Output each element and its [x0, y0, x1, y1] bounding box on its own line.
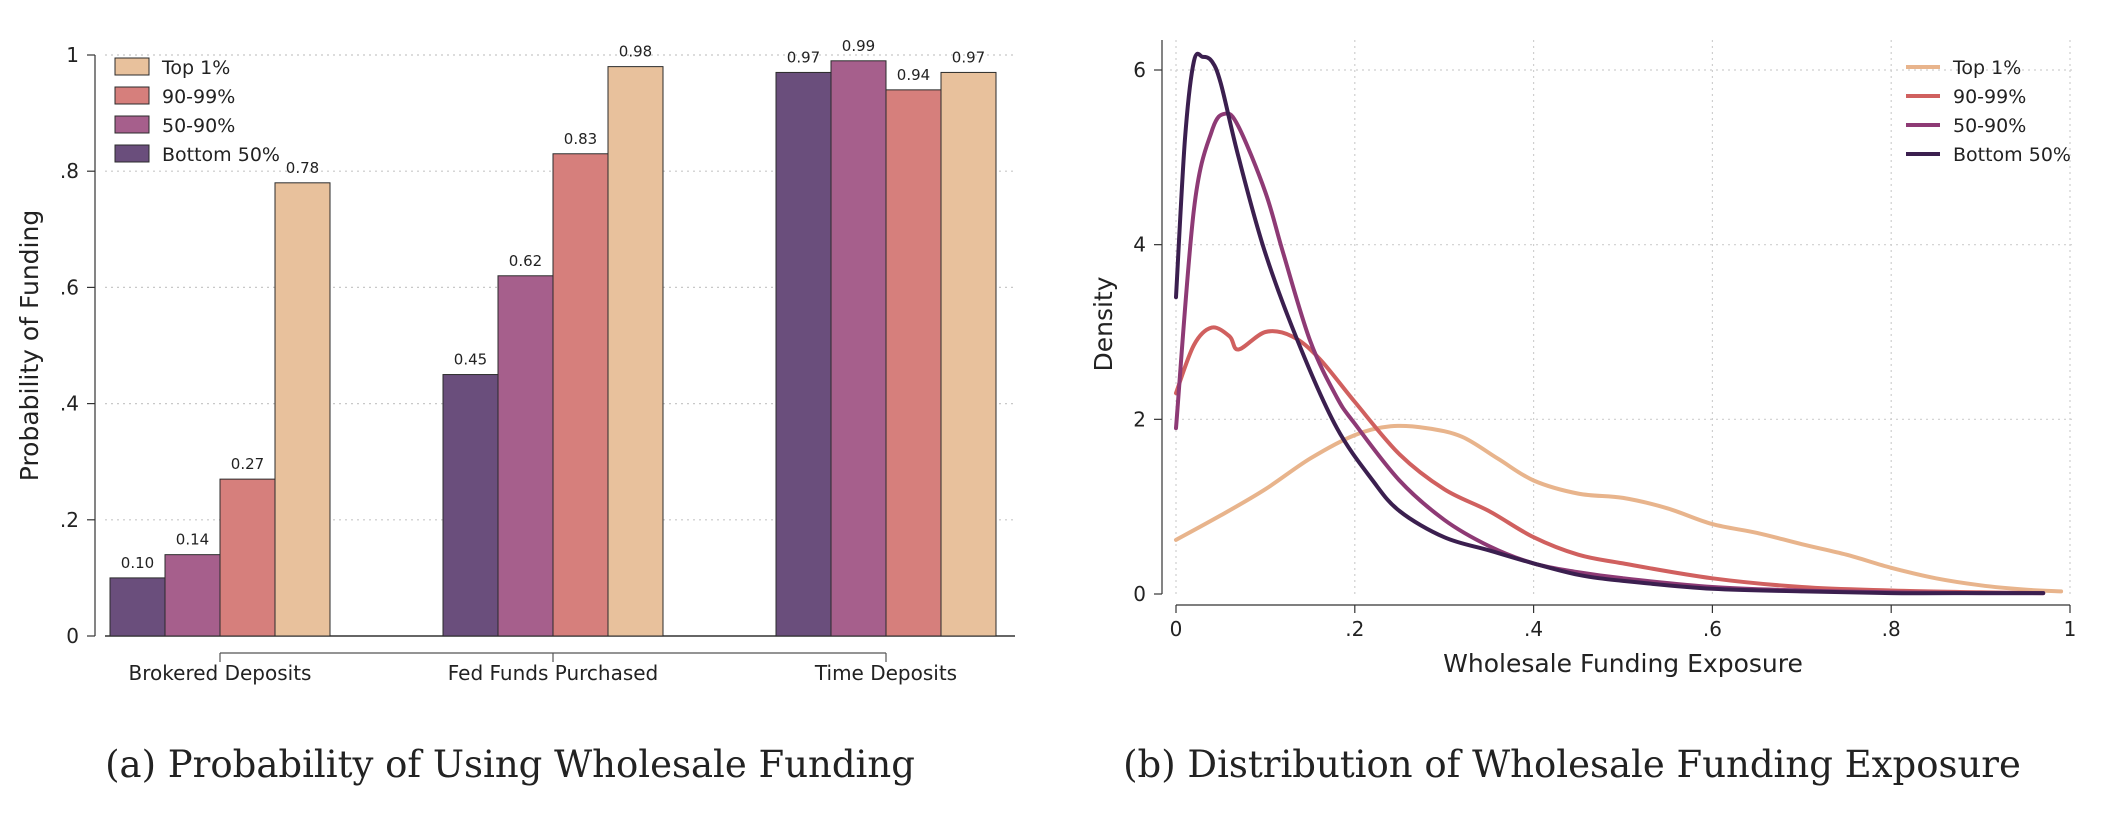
panel-caption: (a) Probability of Using Wholesale Fundi…: [105, 743, 915, 786]
panel-b-density-chart: 0 2 4 6 Density 0 .2 .4 .6 .8 1 Wholesale Funding E…: [1089, 40, 2076, 786]
x-category-label: Fed Funds Purchased: [448, 661, 659, 685]
panel-a-bar-chart: 0 .2 .4 .6 .8 1 Probability of Funding 0.10 0.14…: [15, 37, 1015, 786]
bar-data-label: 0.83: [564, 130, 597, 148]
x-axis-title: Wholesale Funding Exposure: [1443, 649, 1803, 678]
y-axis-title: Density: [1089, 276, 1118, 371]
series-line: [1174, 51, 2046, 596]
bar: [497, 275, 554, 637]
legend-label: 90-99%: [162, 86, 235, 108]
series-line: [1174, 325, 2046, 596]
series-line: [1174, 111, 2046, 596]
y-tick-label: 1: [66, 43, 79, 67]
bar: [830, 60, 887, 637]
legend-label: 50-90%: [1953, 115, 2026, 137]
y-tick-label: .6: [60, 275, 79, 299]
legend-swatch: [114, 115, 150, 134]
bar-data-label: 0.99: [842, 37, 875, 55]
legend-swatch: [114, 57, 150, 76]
bar-data-label: 0.97: [952, 48, 985, 66]
bar: [940, 71, 997, 637]
y-tick-label: 4: [1133, 233, 1146, 257]
x-tick-label: .4: [1524, 617, 1543, 641]
legend-label: 90-99%: [1953, 86, 2026, 108]
y-tick-label: .8: [60, 159, 79, 183]
bar: [164, 554, 221, 637]
y-axis-title: Probability of Funding: [15, 210, 44, 481]
x-tick-label: .2: [1345, 617, 1364, 641]
bar-data-label: 0.27: [231, 455, 264, 473]
bar: [885, 89, 942, 637]
y-tick-label: 0: [1133, 582, 1146, 606]
y-tick-label: 6: [1133, 58, 1146, 82]
y-tick-label: .2: [60, 508, 79, 532]
x-tick-label: 0: [1170, 617, 1183, 641]
bar: [775, 71, 832, 637]
legend-swatch: [114, 144, 150, 163]
bar-data-label: 0.97: [787, 48, 820, 66]
bar-data-label: 0.98: [619, 43, 652, 61]
y-tick-label: 2: [1133, 407, 1146, 431]
y-tick-label: .4: [60, 392, 79, 416]
legend-label: Top 1%: [161, 57, 230, 79]
bar-data-label: 0.62: [509, 252, 542, 270]
legend-label: Bottom 50%: [162, 144, 280, 166]
bar-data-label: 0.10: [121, 554, 154, 572]
x-category-label: Time Deposits: [814, 661, 957, 685]
bar: [442, 374, 499, 637]
legend-label: 50-90%: [162, 115, 235, 137]
bar-data-label: 0.14: [176, 531, 209, 549]
panel-caption: (b) Distribution of Wholesale Funding Ex…: [1123, 743, 2021, 786]
series-line: [1174, 423, 2064, 594]
legend-swatch: [114, 86, 150, 105]
bar-data-label: 0.45: [454, 351, 487, 369]
bar-data-label: 0.94: [897, 66, 930, 84]
x-category-label: Brokered Deposits: [129, 661, 312, 685]
x-tick-label: .6: [1703, 617, 1722, 641]
bar: [552, 153, 609, 637]
y-tick-label: 0: [66, 624, 79, 648]
x-tick-label: 1: [2064, 617, 2077, 641]
bar: [109, 577, 166, 637]
x-tick-label: .8: [1882, 617, 1901, 641]
bar: [274, 182, 331, 637]
legend-label: Top 1%: [1952, 57, 2021, 79]
bar: [219, 478, 276, 637]
bar: [607, 66, 664, 637]
legend-label: Bottom 50%: [1953, 144, 2071, 166]
bar-data-label: 0.78: [286, 159, 319, 177]
